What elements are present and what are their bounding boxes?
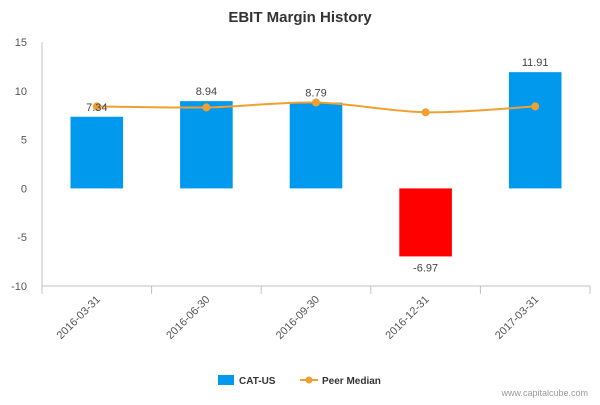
axes — [41, 42, 591, 294]
y-tick-label: 10 — [15, 86, 27, 98]
credit-text: www.capitalcube.com — [500, 388, 588, 398]
chart-title: EBIT Margin History — [228, 9, 372, 26]
data-label: -6.97 — [413, 262, 438, 274]
peer-median-point — [312, 98, 320, 107]
peer-median-point — [92, 102, 101, 111]
bar — [399, 188, 452, 257]
x-tick-label: 2016-06-30 — [164, 294, 212, 342]
data-label: 11.91 — [522, 57, 549, 69]
legend-label-bar: CAT-US — [239, 376, 276, 387]
line-series — [92, 98, 540, 117]
bar-series — [70, 72, 562, 257]
x-tick-label: 2017-03-31 — [493, 294, 541, 342]
legend-swatch-marker — [305, 376, 313, 384]
y-tick-label: 5 — [21, 135, 27, 147]
x-tick-label: 2016-12-31 — [383, 294, 431, 342]
data-label: 8.79 — [305, 88, 326, 100]
bar — [289, 102, 343, 189]
x-axis-ticks: 2016-03-31 2016-06-30 2016-09-30 2016-12-31… — [55, 294, 542, 342]
y-tick-label: -5 — [17, 232, 27, 244]
data-labels: 7.34 8.94 8.79 -6.97 11.91 — [86, 57, 548, 274]
y-tick-label: -10 — [11, 281, 27, 293]
bar — [180, 101, 233, 189]
x-tick-label: 2016-09-30 — [274, 294, 322, 342]
legend-swatch-bar — [218, 375, 234, 385]
legend: CAT-US Peer Median — [218, 375, 381, 387]
data-label: 7.34 — [86, 102, 107, 114]
y-tick-label: 0 — [21, 183, 27, 195]
bar — [508, 72, 562, 189]
peer-median-point — [421, 108, 430, 117]
legend-label-line: Peer Median — [322, 376, 381, 387]
peer-median-point — [531, 102, 540, 111]
peer-median-point — [202, 103, 211, 112]
y-axis-ticks: 15 10 5 0 -5 -10 — [11, 37, 27, 293]
y-tick-label: 15 — [15, 37, 27, 49]
x-tick-label: 2016-03-31 — [55, 294, 103, 342]
bar — [70, 116, 124, 189]
data-label: 8.94 — [196, 86, 217, 98]
